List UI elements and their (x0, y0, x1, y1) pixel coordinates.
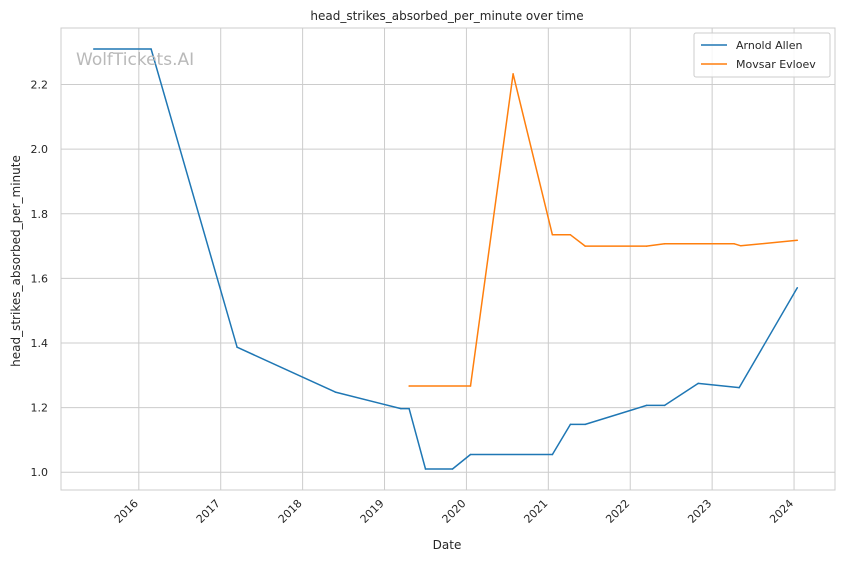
series-line-movsar-evloev (409, 73, 798, 387)
series-layer (93, 48, 799, 470)
x-tick-label: 2023 (685, 497, 714, 526)
data-point-movsar-evloev (663, 243, 666, 245)
data-point-movsar-evloev (733, 243, 736, 245)
legend-label-movsar-evloev: Movsar Evloev (736, 58, 816, 71)
y-tick-label: 1.0 (31, 466, 49, 479)
data-point-arnold-allen (150, 48, 152, 50)
x-tick-label: 2019 (358, 497, 387, 526)
data-point-arnold-allen (796, 287, 799, 289)
data-point-arnold-allen (93, 48, 95, 50)
x-tick-label: 2024 (767, 497, 796, 526)
data-point-arnold-allen (334, 391, 337, 393)
grid (61, 28, 835, 490)
y-axis-label: head_strikes_absorbed_per_minute (9, 155, 23, 367)
x-tick-label: 2017 (194, 497, 223, 526)
data-point-movsar-evloev (740, 245, 742, 247)
data-point-movsar-evloev (645, 245, 648, 247)
legend-box (693, 32, 831, 78)
data-point-arnold-allen (645, 404, 648, 407)
data-point-movsar-evloev (569, 234, 572, 236)
data-point-arnold-allen (451, 468, 454, 470)
y-tick-label: 1.2 (31, 402, 49, 415)
data-point-movsar-evloev (469, 385, 472, 387)
y-tick-label: 2.0 (31, 143, 49, 156)
data-point-arnold-allen (569, 423, 572, 426)
x-axis-label: Date (433, 538, 462, 552)
data-point-movsar-evloev (512, 73, 514, 75)
data-point-arnold-allen (738, 386, 740, 389)
y-tick-label: 1.6 (31, 272, 49, 285)
data-point-arnold-allen (469, 453, 472, 456)
y-tick-label: 1.8 (31, 208, 49, 221)
data-point-arnold-allen (424, 468, 427, 470)
x-tick-label: 2021 (521, 497, 550, 526)
plot-frame (60, 27, 836, 491)
chart-title: head_strikes_absorbed_per_minute over ti… (310, 9, 583, 23)
watermark: WolfTickets.AI (76, 50, 194, 70)
x-tick-label: 2018 (276, 497, 305, 526)
x-axis-ticks: 2016 2017 2018 2019 2020 2021 2022 2023 2024 (112, 497, 796, 526)
legend: Arnold Allen Movsar Evloev (693, 32, 831, 78)
x-tick-label: 2020 (440, 497, 469, 526)
y-axis-ticks: 1.0 1.2 1.4 1.6 1.8 2.0 2.2 (31, 79, 49, 480)
data-point-arnold-allen (697, 382, 699, 385)
legend-label-arnold-allen: Arnold Allen (736, 39, 802, 52)
x-tick-label: 2022 (603, 497, 632, 526)
data-point-arnold-allen (551, 453, 554, 456)
data-point-arnold-allen (663, 404, 666, 407)
data-point-arnold-allen (400, 407, 402, 410)
data-point-arnold-allen (236, 346, 238, 348)
data-point-movsar-evloev (796, 239, 799, 242)
x-tick-label: 2016 (112, 497, 141, 526)
y-tick-label: 1.4 (31, 337, 49, 350)
data-point-arnold-allen (408, 407, 410, 410)
data-point-movsar-evloev (584, 245, 586, 247)
data-point-movsar-evloev (408, 385, 410, 387)
y-tick-label: 2.2 (31, 79, 49, 92)
series-line-arnold-allen (93, 48, 798, 470)
data-point-arnold-allen (584, 423, 586, 426)
data-point-movsar-evloev (551, 234, 554, 236)
